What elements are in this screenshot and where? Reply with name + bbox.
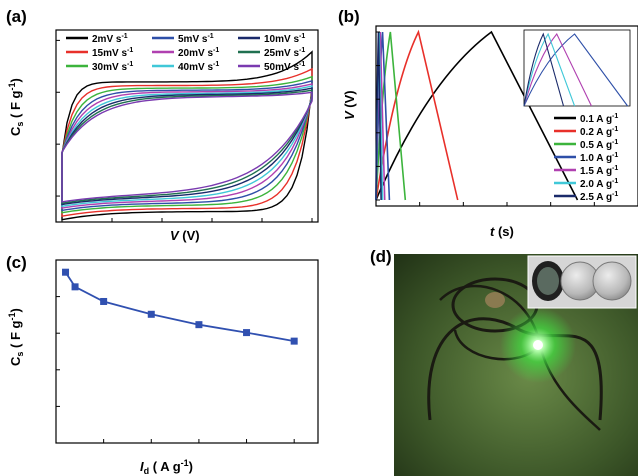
cv-legend-label: 10mV s-1 — [264, 33, 305, 45]
cv-plot-frame — [55, 29, 319, 223]
cv-chart: 2mV s-1 5mV s-1 10mV s-1 15mV s-1 20mV s-1 25… — [7, 29, 319, 243]
cv-curve-15mV-s-1 — [61, 79, 313, 212]
coin-cell-3 — [592, 261, 632, 301]
coin-cell-terminal — [485, 292, 505, 308]
gcd-legend-label: 0.1 A g-1 — [580, 113, 618, 125]
gcd-inset-curve-1.0-A-g-1 — [523, 33, 629, 107]
gcd-curve-0.2-A-g-1 — [375, 29, 459, 201]
cv-legend-label: 40mV s-1 — [178, 61, 219, 73]
cv-curve-25mV-s-1 — [61, 85, 313, 208]
gcd-x-label: t (s) — [490, 224, 514, 239]
cv-y-label: Cs ( F g-1) — [7, 78, 25, 136]
rate-point — [62, 268, 70, 276]
gcd-y-label: V (V) — [342, 90, 357, 120]
coin-cell-1-center — [537, 267, 559, 295]
cv-x-label: V (V) — [170, 228, 200, 243]
rate-line — [64, 271, 295, 342]
gcd-legend-label: 0.2 A g-1 — [580, 126, 618, 138]
rate-point — [290, 337, 298, 345]
rate-x-label: Id ( A g-1) — [140, 458, 193, 476]
gcd-legend-label: 2.0 A g-1 — [580, 178, 618, 190]
cv-legend-label: 30mV s-1 — [92, 61, 133, 73]
gcd-chart: 0.1 A g-10.2 A g-10.5 A g-11.0 A g-11.5 … — [342, 25, 638, 239]
cv-curve-50mV-s-1 — [61, 91, 313, 203]
gcd-inset-curve-1.5-A-g-1 — [523, 32, 592, 107]
rate-point — [147, 310, 155, 318]
led-photo — [394, 254, 638, 476]
rate-plot-frame — [55, 259, 319, 444]
cv-legend-label: 15mV s-1 — [92, 47, 133, 59]
gcd-inset-curve-2.0-A-g-1 — [523, 32, 576, 107]
gcd-legend-label: 1.0 A g-1 — [580, 152, 618, 164]
panel-label-b: (b) — [338, 7, 360, 26]
panel-label-c: (c) — [6, 253, 27, 272]
panel-label-d: (d) — [370, 247, 392, 266]
cv-legend-label: 5mV s-1 — [178, 33, 214, 45]
cv-legend-label: 50mV s-1 — [264, 61, 305, 73]
led-bulb — [533, 340, 543, 350]
gcd-legend-label: 0.5 A g-1 — [580, 139, 618, 151]
rate-point — [71, 283, 79, 291]
rate-y-label: Cs ( F g-1) — [7, 308, 25, 366]
cv-legend-label: 20mV s-1 — [178, 47, 219, 59]
rate-point — [100, 297, 108, 305]
rate-point — [243, 329, 251, 337]
gcd-legend-label: 2.5 A g-1 — [580, 191, 618, 203]
rate-point — [195, 321, 203, 329]
panel-label-a: (a) — [6, 7, 27, 26]
cv-legend-label: 2mV s-1 — [92, 33, 128, 45]
gcd-inset-frame — [523, 29, 631, 107]
cv-legend-label: 25mV s-1 — [264, 47, 305, 59]
rate-chart: Cs ( F g-1) Id ( A g-1) — [7, 259, 319, 476]
gcd-legend-label: 1.5 A g-1 — [580, 165, 618, 177]
gcd-inset-curve-2.5-A-g-1 — [523, 32, 565, 107]
gcd-curve-0.1-A-g-1 — [375, 30, 579, 201]
